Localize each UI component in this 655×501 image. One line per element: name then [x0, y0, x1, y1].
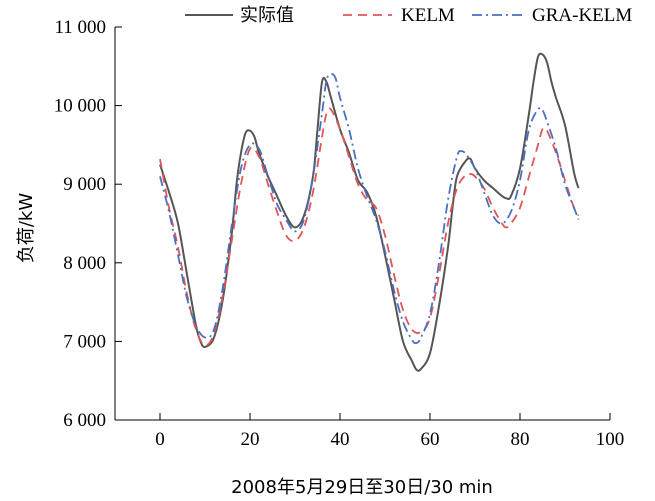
y-tick-label: 7 000 [63, 331, 106, 352]
x-tick-label: 80 [511, 429, 530, 450]
legend-label-gra-kelm: GRA-KELM [532, 5, 632, 26]
x-tick-label: 20 [241, 429, 260, 450]
y-tick-label: 6 000 [63, 410, 106, 431]
x-tick-label: 40 [331, 429, 350, 450]
y-tick-label: 11 000 [54, 17, 106, 38]
plot-frame [114, 27, 610, 421]
x-tick-label: 100 [596, 429, 625, 450]
y-tick-label: 8 000 [63, 253, 106, 274]
legend-label-actual: 实际值 [240, 5, 294, 26]
y-tick-label: 10 000 [54, 96, 106, 117]
x-tick-label: 60 [421, 429, 440, 450]
series-line-gra-kelm [159, 73, 580, 345]
series-line-kelm [159, 107, 580, 347]
series-line-actual [159, 52, 580, 372]
legend-label-kelm: KELM [401, 5, 455, 26]
series-lines [159, 52, 580, 372]
x-tick-label: 0 [155, 429, 165, 450]
y-axis-title: 负荷/kW [16, 193, 37, 263]
y-tick-label: 9 000 [63, 174, 106, 195]
y-axis-ticks: 6 000 7 000 8 000 9 000 10 000 11 000 [54, 17, 122, 431]
x-axis-title: 2008年5月29日至30日/30 min [231, 477, 493, 498]
legend: 实际值 KELM GRA-KELM [185, 5, 632, 26]
x-axis-ticks: 0 20 40 60 80 100 [155, 413, 624, 450]
